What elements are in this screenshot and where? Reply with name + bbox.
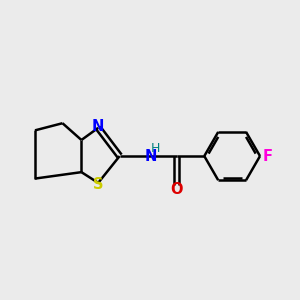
Text: O: O (170, 182, 183, 197)
Text: F: F (262, 148, 272, 164)
Text: N: N (92, 118, 104, 134)
Text: H: H (151, 142, 160, 155)
Text: N: N (145, 148, 157, 164)
Text: S: S (93, 177, 104, 192)
